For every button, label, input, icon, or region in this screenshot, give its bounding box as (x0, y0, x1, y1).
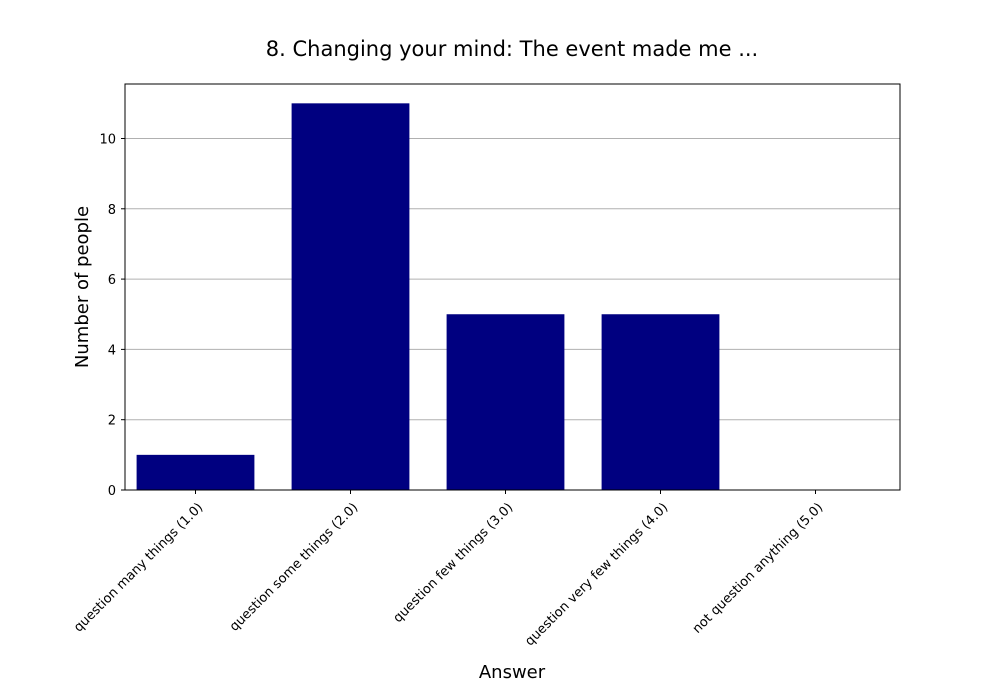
y-tick-label: 4 (108, 343, 116, 358)
x-tick-label: question many things (1.0) (71, 500, 206, 635)
y-tick-label: 6 (108, 273, 116, 288)
y-tick-label: 2 (108, 414, 116, 429)
x-axis-label: Answer (479, 662, 546, 683)
x-tick-label: question few things (3.0) (391, 500, 517, 626)
x-tick-label: not question anything (5.0) (690, 500, 826, 636)
x-tick-label: question very few things (4.0) (522, 500, 671, 649)
y-tick-label: 8 (108, 203, 116, 218)
y-axis-label: Number of people (72, 206, 93, 368)
chart-title: 8. Changing your mind: The event made me… (266, 37, 758, 61)
bar (136, 454, 255, 490)
y-tick-label: 10 (99, 132, 116, 147)
plot-frame (124, 83, 901, 491)
y-tick-label: 0 (108, 484, 116, 499)
bar (291, 103, 410, 490)
x-tick-label: question some things (2.0) (227, 500, 361, 634)
bar (601, 314, 720, 490)
bar (446, 314, 565, 490)
